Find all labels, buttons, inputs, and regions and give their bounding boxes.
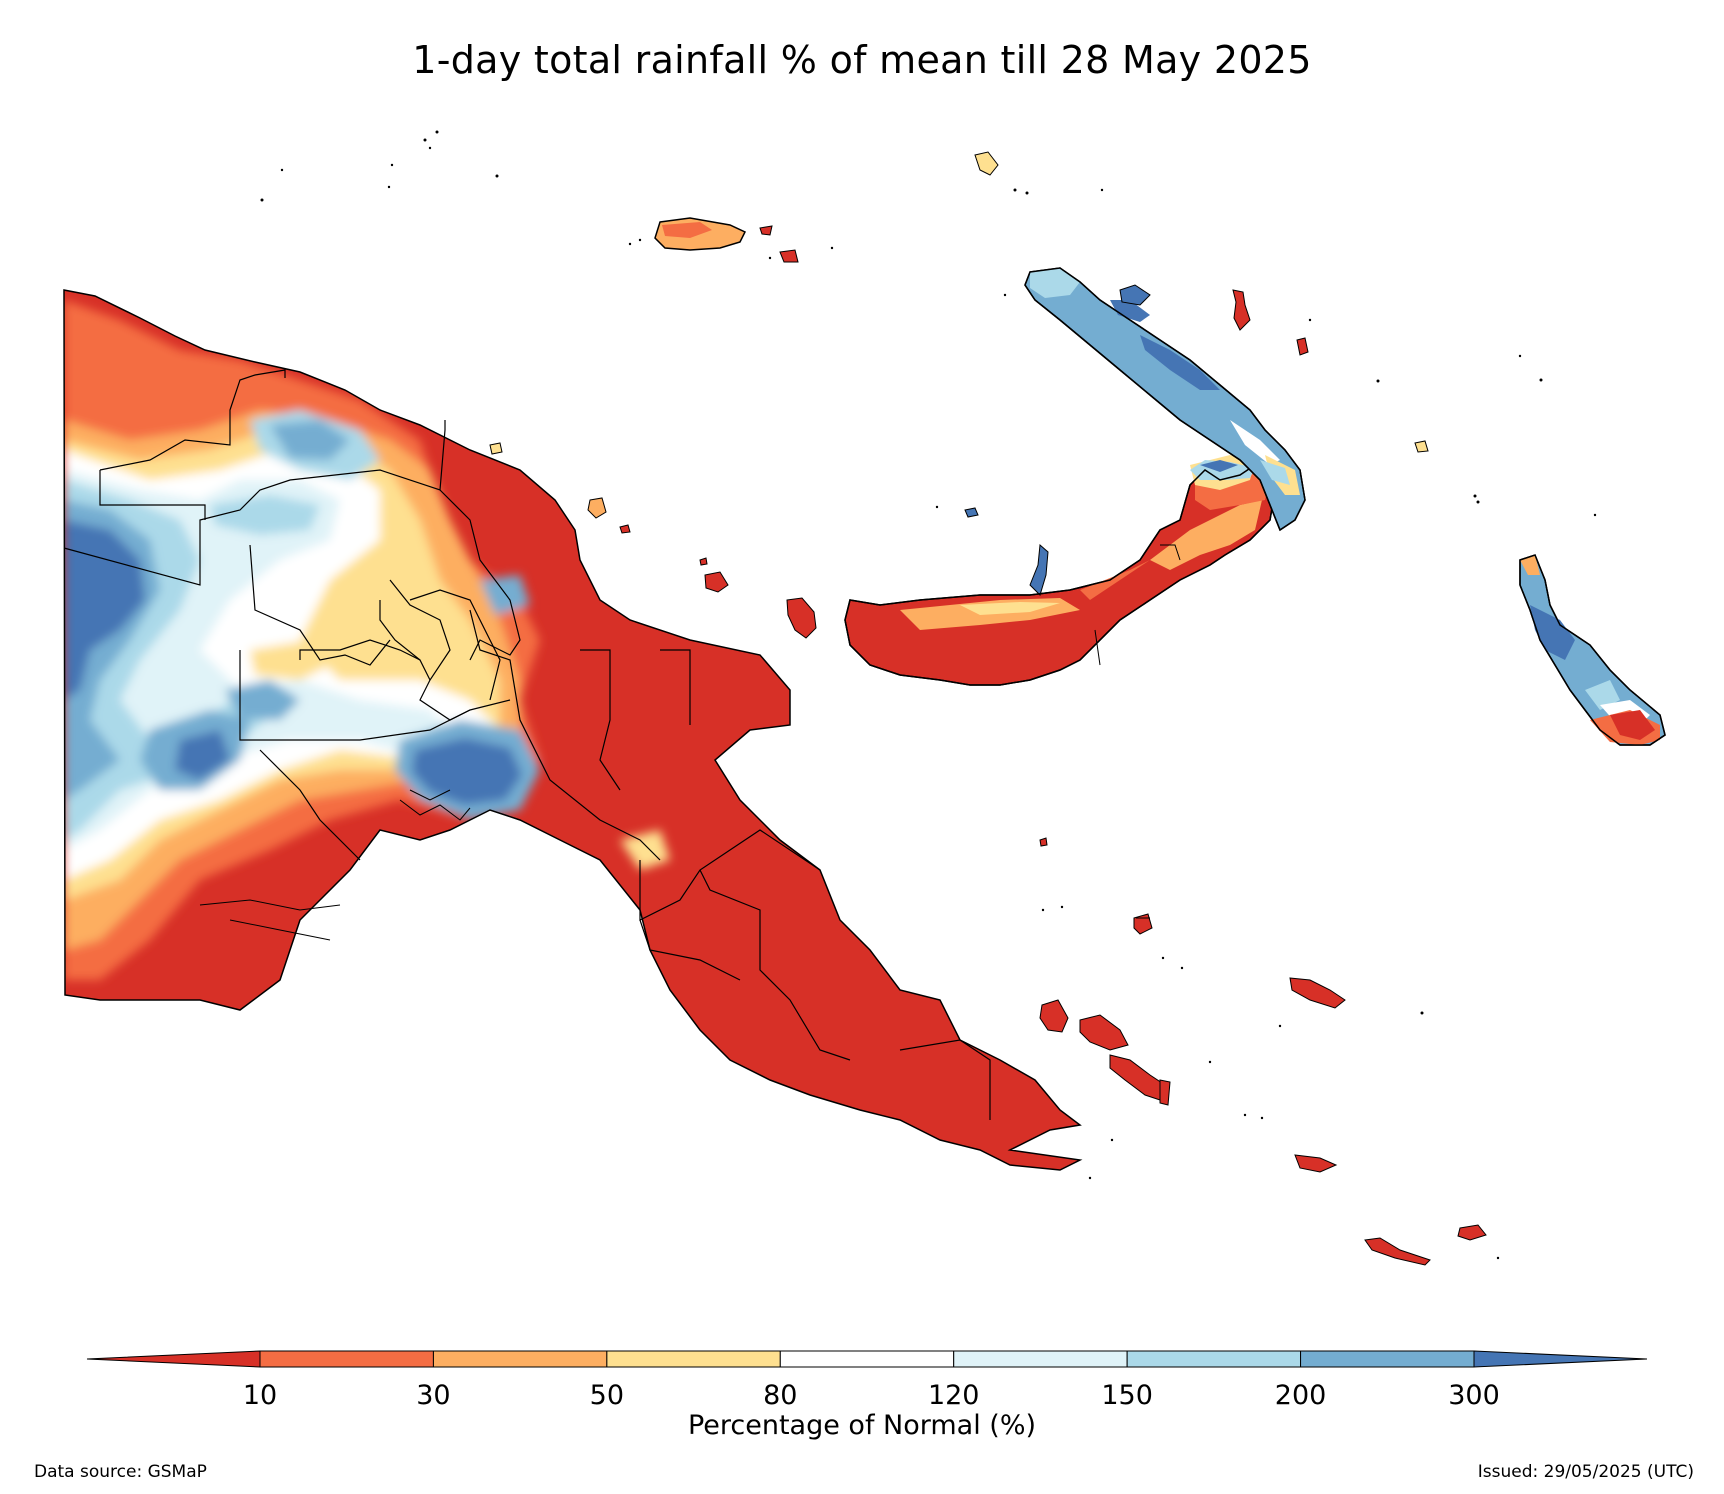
colorbar-segment bbox=[953, 1350, 1128, 1368]
colorbar-tick-label: 30 bbox=[416, 1380, 450, 1410]
islets bbox=[260, 130, 1597, 1260]
map-title: 1-day total rainfall % of mean till 28 M… bbox=[412, 38, 1312, 82]
colorbar-tick-label: 10 bbox=[243, 1380, 277, 1410]
colorbar-tick-label: 120 bbox=[928, 1380, 980, 1410]
bougainville bbox=[1519, 554, 1666, 746]
colorbar-tick-label: 80 bbox=[763, 1380, 797, 1410]
issued-date: Issued: 29/05/2025 (UTC) bbox=[1477, 1462, 1694, 1482]
new-ireland bbox=[1024, 267, 1306, 532]
colorbar-segment bbox=[606, 1350, 781, 1368]
colorbar-segment bbox=[1126, 1350, 1302, 1368]
province-boundaries bbox=[63, 369, 991, 1120]
manus bbox=[654, 217, 799, 263]
colorbar-label: Percentage of Normal (%) bbox=[687, 1410, 1037, 1441]
colorbar-segment bbox=[1300, 1350, 1475, 1368]
colorbar-tick-label: 200 bbox=[1275, 1380, 1327, 1410]
rainfall-map bbox=[63, 130, 1666, 1266]
small-islands bbox=[489, 151, 1487, 1266]
mainland bbox=[63, 289, 1083, 1171]
colorbar-extend-high bbox=[1473, 1350, 1648, 1368]
colorbar: 10 30 50 80 120 150 200 300 bbox=[86, 1350, 1648, 1410]
colorbar-segment bbox=[779, 1350, 955, 1368]
colorbar-tick-label: 300 bbox=[1448, 1380, 1500, 1410]
data-source: Data source: GSMaP bbox=[34, 1462, 207, 1482]
river-delta bbox=[199, 789, 471, 941]
colorbar-tick-label: 50 bbox=[590, 1380, 624, 1410]
new-britain bbox=[844, 455, 1276, 686]
colorbar-extend-low bbox=[86, 1350, 261, 1368]
colorbar-tick-label: 150 bbox=[1101, 1380, 1153, 1410]
colorbar-segment bbox=[259, 1350, 434, 1368]
colorbar-segment bbox=[432, 1350, 608, 1368]
